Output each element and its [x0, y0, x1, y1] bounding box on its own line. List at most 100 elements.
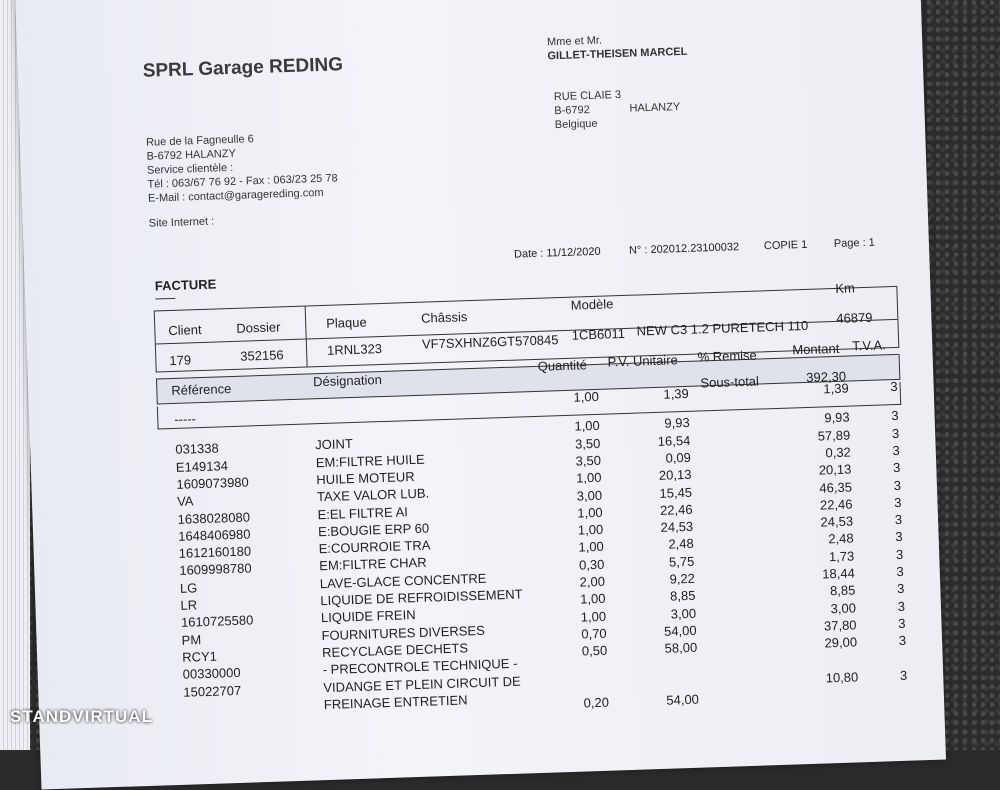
title-underline	[155, 298, 175, 300]
line-ref: 15022707	[183, 682, 241, 699]
line-montant: 10,80	[798, 669, 858, 686]
line-tva: 3	[885, 426, 899, 441]
line-pu: 22,46	[632, 502, 692, 519]
line-montant: 1,73	[794, 548, 854, 565]
line-tva: 3	[888, 512, 902, 527]
col-pu: P.V. Unitaire	[607, 352, 678, 369]
line-qty: 3,00	[552, 487, 602, 504]
line-ref: 031338	[175, 441, 219, 457]
line-montant: 18,44	[795, 565, 855, 582]
line-ref: 1638028080	[177, 509, 250, 526]
divider	[305, 307, 308, 367]
line-qty: 1,00	[550, 418, 600, 435]
line-pu: 5,75	[634, 553, 694, 570]
line-tva: 3	[887, 495, 901, 510]
line-tva: 3	[883, 379, 897, 394]
watermark-logo: STANDVIRTUAL	[10, 707, 153, 727]
line-tva: 3	[891, 616, 905, 631]
line-pu: 15,45	[632, 484, 692, 501]
line-ref: RCY1	[182, 649, 217, 665]
company-address: Rue de la Fagneulle 6 B-6792 HALANZY Ser…	[146, 129, 338, 205]
line-tva: 3	[892, 633, 906, 648]
line-montant: 1,39	[788, 381, 848, 398]
line-qty	[558, 660, 608, 662]
line-pu: 20,13	[631, 467, 691, 484]
label-plaque: Plaque	[326, 315, 367, 331]
line-qty: 1,00	[553, 522, 603, 539]
line-pu: 0,09	[631, 450, 691, 467]
website-label: Site Internet :	[149, 216, 215, 230]
line-montant: 3,00	[796, 600, 856, 617]
line-montant	[797, 652, 857, 654]
copy-label: COPIE 1	[764, 239, 808, 252]
line-tva: 3	[891, 598, 905, 613]
line-qty: 1,00	[554, 539, 604, 556]
col-quantite: Quantité	[538, 357, 588, 374]
line-des: RECYCLAGE DECHETS	[322, 640, 468, 660]
line-qty: 0,50	[557, 643, 607, 660]
line-tva: 3	[889, 547, 903, 562]
value-code: 1CB6011	[571, 326, 625, 343]
line-ref: E149134	[176, 458, 229, 475]
line-montant: 8,85	[795, 583, 855, 600]
page-label: Page : 1	[834, 237, 875, 250]
client-country: Belgique	[555, 114, 681, 132]
client-block: Mme et Mr. GILLET-THEISEN MARCEL	[547, 31, 688, 64]
label-dossier: Dossier	[236, 319, 281, 335]
line-ref: VA	[177, 494, 194, 510]
line-pu: 24,53	[633, 519, 693, 536]
line-tva: 3	[888, 529, 902, 544]
line-montant: 20,13	[791, 462, 851, 479]
line-qty: 1,00	[555, 591, 605, 608]
line-des: JOINT	[315, 436, 353, 452]
line-pu: 9,22	[635, 571, 695, 588]
client-postcode: B-6792	[554, 104, 590, 117]
value-client: 179	[169, 352, 191, 368]
line-tva: 3	[886, 443, 900, 458]
line-ref: 1612160180	[179, 544, 252, 561]
line-qty: 1,00	[552, 505, 602, 522]
line-ref: LG	[180, 580, 198, 596]
line-pu: 8,85	[635, 588, 695, 605]
line-montant: 46,35	[792, 479, 852, 496]
company-name: SPRL Garage REDING	[142, 54, 343, 83]
line-montant	[799, 686, 859, 688]
line-montant: 57,89	[790, 427, 850, 444]
line-pu	[638, 657, 698, 659]
invoice-number: N° : 202012.23100032	[629, 241, 740, 257]
line-ref: 1609998780	[179, 561, 252, 578]
col-reference: Référence	[171, 381, 231, 398]
line-tva: 3	[884, 408, 898, 423]
line-montant: 24,53	[793, 514, 853, 531]
line-pu: 16,54	[630, 432, 690, 449]
line-ref: 00330000	[183, 665, 241, 682]
line-ref: LR	[180, 597, 197, 613]
line-qty: 1,00	[551, 470, 601, 487]
line-tva: 3	[886, 460, 900, 475]
line-pu	[638, 675, 698, 677]
value-km: 46879	[836, 310, 873, 326]
line-des: EM:FILTRE CHAR	[319, 555, 427, 574]
line-tva: 3	[893, 668, 907, 683]
invoice-sheet: SPRL Garage REDING Rue de la Fagneulle 6…	[14, 0, 946, 790]
line-tva: 3	[890, 564, 904, 579]
line-des: FREINAGE ENTRETIEN	[324, 692, 468, 712]
label-chassis: Châssis	[421, 309, 468, 326]
line-pu: 54,00	[636, 623, 696, 640]
document-title: FACTURE	[155, 276, 217, 293]
line-des: E:COURROIE TRA	[318, 538, 430, 557]
separator-dashes: -----	[174, 411, 196, 427]
line-montant: 29,00	[797, 635, 857, 652]
line-pu: 54,00	[639, 692, 699, 709]
line-pu: 58,00	[637, 640, 697, 657]
label-km: Km	[835, 280, 855, 296]
col-designation: Désignation	[313, 372, 382, 389]
invoice-date: Date : 11/12/2020	[514, 246, 601, 261]
line-tva: 3	[887, 477, 901, 492]
value-plaque: 1RNL323	[327, 341, 382, 358]
line-qty: 0,20	[559, 695, 609, 712]
line-pu: 1,39	[629, 386, 689, 403]
line-montant: 9,93	[789, 410, 849, 427]
client-address: RUE CLAIE 3 B-6792 HALANZY Belgique	[554, 86, 681, 132]
line-qty: 3,50	[551, 453, 601, 470]
